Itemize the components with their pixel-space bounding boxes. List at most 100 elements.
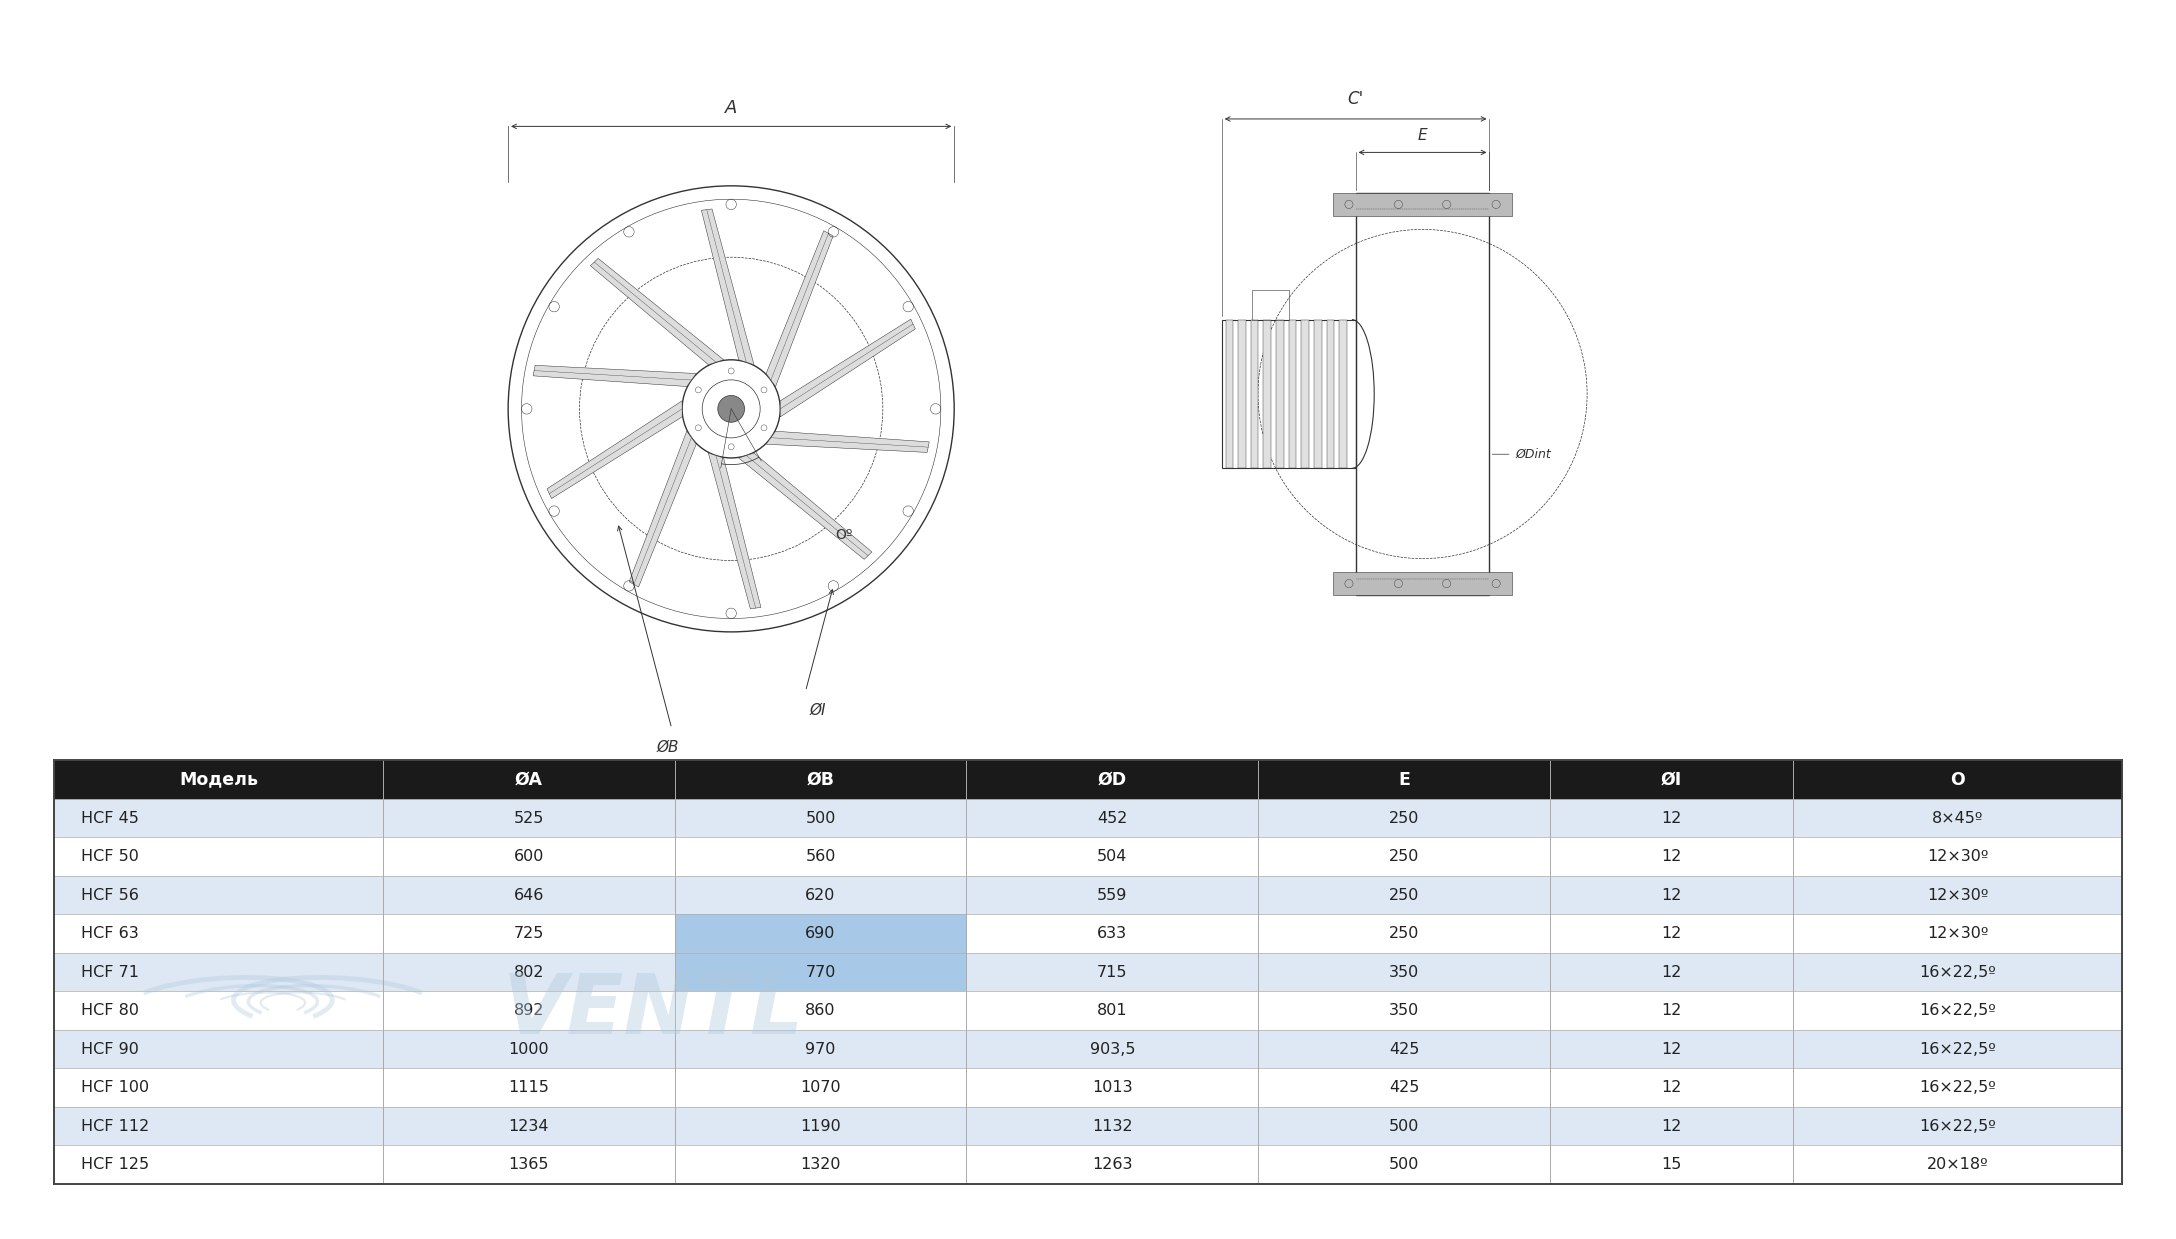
Text: 16×22,5º: 16×22,5º: [1919, 1119, 1995, 1134]
Bar: [54, 799, 2122, 838]
Text: ØB: ØB: [657, 740, 679, 755]
Text: 12×30º: 12×30º: [1926, 887, 1989, 902]
Bar: [1225, 320, 1234, 468]
Text: 1070: 1070: [801, 1080, 840, 1095]
Text: 12: 12: [1662, 849, 1682, 864]
Text: 903,5: 903,5: [1090, 1042, 1136, 1057]
Text: 970: 970: [805, 1042, 836, 1057]
Text: HCF 50: HCF 50: [81, 849, 139, 864]
Bar: [1264, 320, 1271, 468]
Text: HCF 71: HCF 71: [81, 964, 139, 980]
Text: ØD: ØD: [1097, 771, 1127, 788]
Text: HCF 100: HCF 100: [81, 1080, 148, 1095]
Text: 525: 525: [514, 810, 544, 825]
Bar: [1258, 761, 1549, 799]
Text: 633: 633: [1097, 926, 1127, 942]
Text: 12: 12: [1662, 810, 1682, 825]
Text: ØB: ØB: [807, 771, 833, 788]
Bar: [1549, 761, 1793, 799]
Polygon shape: [701, 209, 753, 364]
Text: 801: 801: [1097, 1004, 1127, 1018]
Text: HCF 63: HCF 63: [81, 926, 139, 942]
Text: 725: 725: [514, 926, 544, 942]
Bar: [1327, 320, 1334, 468]
Bar: [383, 761, 675, 799]
Text: 892: 892: [514, 1004, 544, 1018]
Polygon shape: [709, 453, 762, 608]
Text: E: E: [1419, 129, 1427, 144]
Text: HCF 112: HCF 112: [81, 1119, 148, 1134]
Bar: [54, 876, 2122, 914]
Bar: [1356, 193, 1488, 595]
Text: Модель: Модель: [178, 771, 259, 788]
Circle shape: [718, 395, 744, 422]
Bar: [675, 953, 966, 991]
Text: 350: 350: [1388, 1004, 1419, 1018]
Bar: [1251, 320, 1258, 468]
Text: 500: 500: [1388, 1157, 1419, 1172]
Text: A: A: [725, 99, 738, 118]
Text: HCF 56: HCF 56: [81, 887, 139, 902]
Text: 250: 250: [1388, 887, 1419, 902]
Text: 425: 425: [1388, 1042, 1419, 1057]
Text: 12: 12: [1662, 1004, 1682, 1018]
Text: 1000: 1000: [509, 1042, 548, 1057]
Polygon shape: [590, 259, 725, 364]
Text: O: O: [1950, 771, 1965, 788]
Text: HCF 125: HCF 125: [81, 1157, 148, 1172]
Polygon shape: [533, 366, 696, 387]
Bar: [1314, 320, 1321, 468]
Bar: [966, 761, 1258, 799]
Text: C': C': [1347, 89, 1364, 108]
Bar: [1338, 320, 1347, 468]
Text: 770: 770: [805, 964, 836, 980]
Text: ØDint: ØDint: [1514, 447, 1551, 461]
Text: HCF 45: HCF 45: [81, 810, 139, 825]
Bar: [1334, 572, 1512, 595]
Text: 12: 12: [1662, 926, 1682, 942]
Text: 1320: 1320: [801, 1157, 840, 1172]
Text: 1115: 1115: [509, 1080, 548, 1095]
Bar: [1238, 320, 1245, 468]
Polygon shape: [766, 431, 929, 452]
Text: 802: 802: [514, 964, 544, 980]
Text: E: E: [1399, 771, 1410, 788]
Text: 12: 12: [1662, 964, 1682, 980]
Bar: [54, 1106, 2122, 1145]
Polygon shape: [629, 431, 696, 587]
Text: 1365: 1365: [509, 1157, 548, 1172]
Text: 1013: 1013: [1092, 1080, 1134, 1095]
Bar: [1793, 761, 2122, 799]
Text: 16×22,5º: 16×22,5º: [1919, 1004, 1995, 1018]
Text: 12: 12: [1662, 1080, 1682, 1095]
Bar: [675, 761, 966, 799]
Bar: [1275, 320, 1284, 468]
Text: 425: 425: [1388, 1080, 1419, 1095]
Text: 559: 559: [1097, 887, 1127, 902]
Text: 560: 560: [805, 849, 836, 864]
Text: 250: 250: [1388, 810, 1419, 825]
Text: HCF 90: HCF 90: [81, 1042, 139, 1057]
Bar: [1301, 320, 1310, 468]
Text: 452: 452: [1097, 810, 1127, 825]
Text: 500: 500: [1388, 1119, 1419, 1134]
Bar: [54, 1030, 2122, 1068]
Text: 20×18º: 20×18º: [1926, 1157, 1989, 1172]
Bar: [54, 1068, 2122, 1106]
Bar: [675, 914, 966, 953]
Bar: [54, 1145, 2122, 1183]
Text: ØI: ØI: [809, 703, 825, 717]
Bar: [1288, 320, 1297, 468]
Bar: [54, 838, 2122, 876]
Text: 12: 12: [1662, 1119, 1682, 1134]
Bar: [1221, 320, 1356, 468]
Bar: [54, 953, 2122, 991]
Polygon shape: [738, 453, 873, 559]
Text: ØI: ØI: [1660, 771, 1682, 788]
Polygon shape: [546, 401, 681, 498]
Text: 620: 620: [805, 887, 836, 902]
Text: 690: 690: [805, 926, 836, 942]
Text: 250: 250: [1388, 849, 1419, 864]
Text: 12: 12: [1662, 887, 1682, 902]
Text: HCF 80: HCF 80: [81, 1004, 139, 1018]
